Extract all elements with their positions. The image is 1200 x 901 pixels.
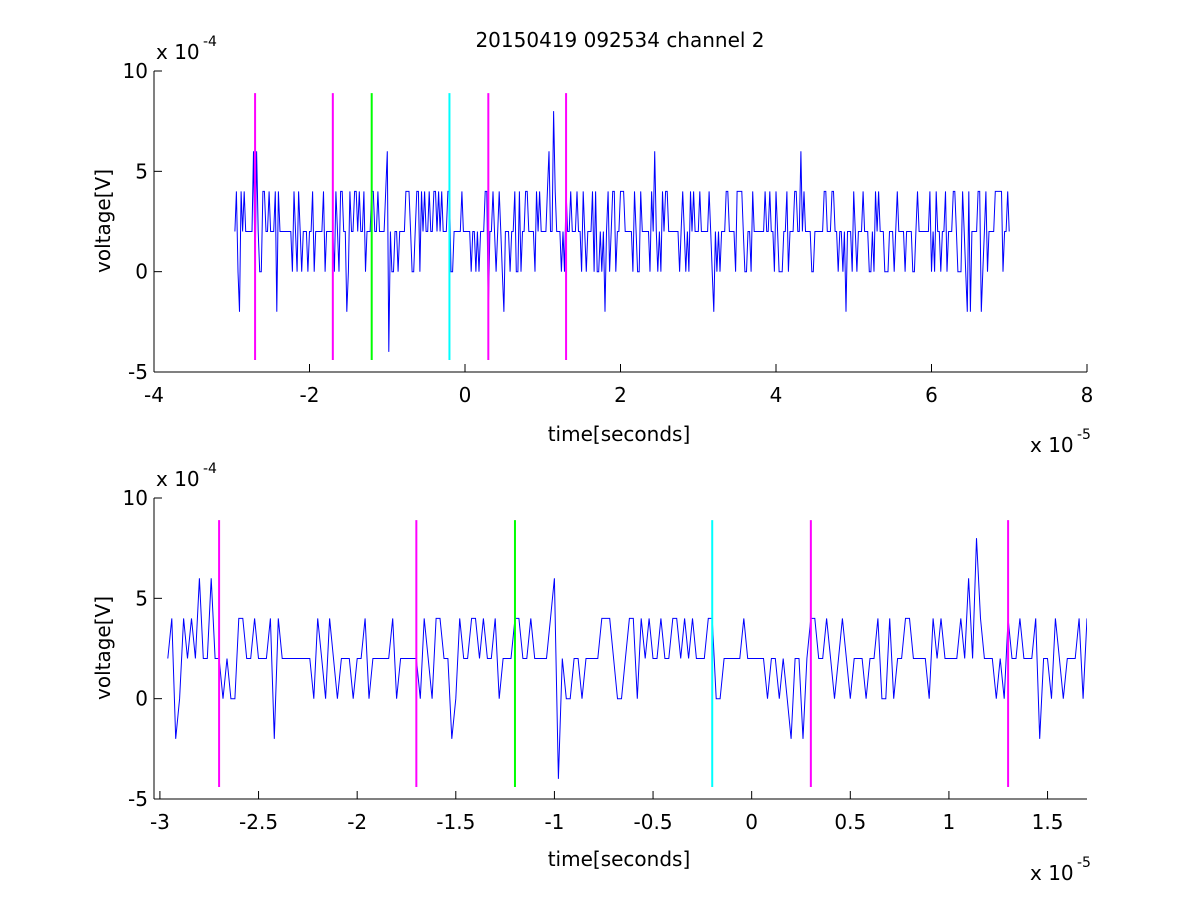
x-tick-label: -2 bbox=[347, 810, 367, 834]
top-ylabel: voltage[V] bbox=[91, 169, 115, 273]
bottom-plot-area: -3 -2.5 -2 -1.5 -1 -0.5 0 0.5 1 1.5 -5 0 5 10 bbox=[123, 486, 1087, 834]
x-tick-label: 0 bbox=[459, 383, 472, 407]
top-plot-area: -4 -2 0 2 4 6 8 -5 0 5 10 bbox=[123, 59, 1094, 407]
x-tick-label: 8 bbox=[1081, 383, 1094, 407]
bottom-ylabel: voltage[V] bbox=[91, 596, 115, 700]
top-y-exponent: -4 bbox=[203, 34, 217, 50]
x-tick-label: 2 bbox=[614, 383, 627, 407]
top-x-exponent: -5 bbox=[1077, 427, 1091, 443]
x-tick-label: 0 bbox=[745, 810, 758, 834]
figure-title: 20150419 092534 channel 2 bbox=[475, 28, 764, 52]
top-panel: -4 -2 0 2 4 6 8 -5 0 5 10 time[seconds] voltage[V]… bbox=[91, 34, 1093, 457]
y-tick-label: -5 bbox=[128, 360, 148, 384]
x-tick-label: -2.5 bbox=[239, 810, 278, 834]
bottom-x-multiplier: x 10 bbox=[1030, 861, 1074, 885]
y-tick-label: 10 bbox=[123, 486, 148, 510]
top-xlabel: time[seconds] bbox=[548, 422, 691, 446]
bottom-panel: -3 -2.5 -2 -1.5 -1 -0.5 0 0.5 1 1.5 -5 0 5 10 time[se… bbox=[91, 461, 1091, 885]
x-tick-label: 1 bbox=[943, 810, 956, 834]
x-tick-label: 6 bbox=[925, 383, 938, 407]
bottom-y-multiplier: x 10 bbox=[156, 467, 200, 491]
x-tick-label: 0.5 bbox=[834, 810, 866, 834]
signal-line bbox=[234, 111, 1010, 352]
bottom-x-exponent: -5 bbox=[1077, 855, 1091, 871]
x-tick-label: -1 bbox=[544, 810, 564, 834]
x-tick-label: 1.5 bbox=[1032, 810, 1064, 834]
x-tick-label: -2 bbox=[300, 383, 320, 407]
bottom-xlabel: time[seconds] bbox=[548, 847, 691, 871]
x-tick-label: -0.5 bbox=[634, 810, 673, 834]
y-tick-label: 5 bbox=[135, 159, 148, 183]
x-tick-label: -1.5 bbox=[436, 810, 475, 834]
y-tick-label: -5 bbox=[128, 787, 148, 811]
x-tick-label: -4 bbox=[144, 383, 164, 407]
top-y-multiplier: x 10 bbox=[156, 40, 200, 64]
x-tick-label: -3 bbox=[150, 810, 170, 834]
top-x-multiplier: x 10 bbox=[1030, 433, 1074, 457]
y-tick-label: 10 bbox=[123, 59, 148, 83]
y-tick-label: 0 bbox=[135, 260, 148, 284]
signal-line bbox=[167, 538, 1087, 779]
bottom-y-exponent: -4 bbox=[203, 461, 217, 477]
y-tick-label: 0 bbox=[135, 687, 148, 711]
y-tick-label: 5 bbox=[135, 586, 148, 610]
x-tick-label: 4 bbox=[770, 383, 783, 407]
